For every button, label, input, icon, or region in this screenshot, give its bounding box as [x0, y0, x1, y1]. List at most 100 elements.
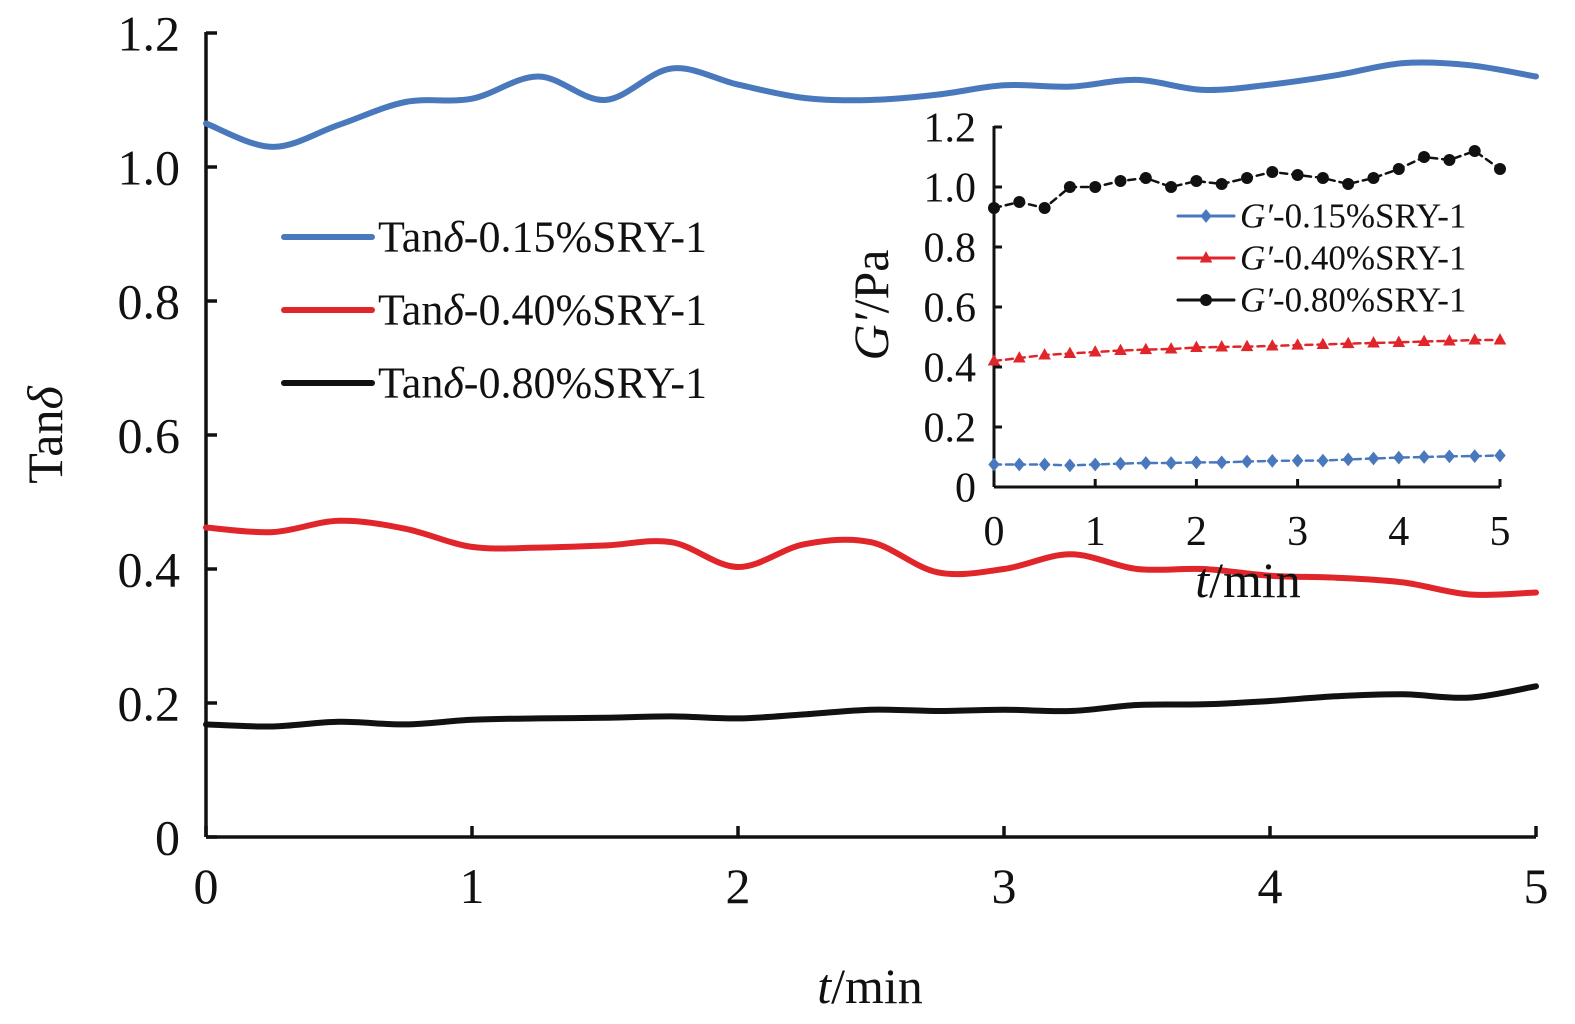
- data-point: [1367, 172, 1380, 184]
- data-point: [1341, 336, 1355, 349]
- data-point: [1443, 154, 1456, 166]
- data-point: [1241, 172, 1253, 184]
- data-point: [1392, 163, 1405, 175]
- data-point: [1038, 457, 1051, 472]
- data-point: [1317, 453, 1329, 468]
- x-tick-label: 1: [460, 858, 485, 914]
- series-line: [203, 59, 1539, 150]
- data-point: [1494, 448, 1506, 463]
- data-point: [1342, 178, 1355, 190]
- data-point: [1266, 166, 1279, 178]
- data-point: [1013, 457, 1025, 472]
- y-tick-label: 0: [155, 810, 180, 866]
- data-point: [1216, 455, 1228, 470]
- series-1: [988, 448, 1506, 473]
- x-tick-label: 4: [1388, 509, 1409, 555]
- data-point: [1493, 333, 1507, 345]
- data-point: [1468, 145, 1481, 157]
- x-tick-label: 2: [1186, 509, 1207, 555]
- data-point: [1013, 351, 1026, 363]
- legend-item: Tanδ-0.80%SRY-1: [281, 359, 707, 408]
- y-tick-label: 0: [955, 466, 976, 512]
- data-point: [1291, 338, 1304, 350]
- legend-item: Tanδ-0.40%SRY-1: [281, 286, 707, 335]
- x-tick-label: 5: [1524, 858, 1549, 914]
- y-tick-label: 1.2: [118, 6, 181, 62]
- data-point: [1418, 151, 1431, 163]
- data-point: [1443, 449, 1456, 464]
- data-point: [1013, 196, 1026, 208]
- series-line: [203, 683, 1539, 730]
- y-tick-label: 0.4: [118, 542, 181, 598]
- data-point: [1418, 450, 1430, 464]
- x-tick-label: 2: [726, 858, 751, 914]
- data-point: [1139, 342, 1153, 355]
- data-point: [1190, 175, 1203, 187]
- y-tick-label: 0.2: [924, 406, 977, 452]
- data-point: [1241, 454, 1253, 469]
- data-point: [988, 202, 1000, 214]
- series-3: [203, 683, 1539, 730]
- data-point: [1240, 339, 1254, 352]
- data-point: [1190, 455, 1203, 470]
- data-point: [1367, 451, 1380, 466]
- data-point: [1469, 449, 1481, 463]
- y-axis-title: Tanδ: [17, 386, 73, 484]
- x-tick-label: 3: [1287, 509, 1308, 555]
- data-point: [1215, 340, 1228, 352]
- legend-item: Tanδ-0.15%SRY-1: [281, 213, 707, 262]
- series-2: [987, 333, 1507, 366]
- data-point: [1342, 452, 1354, 467]
- y-tick-label: 0.6: [924, 286, 977, 332]
- y-tick-label: 0.4: [924, 346, 977, 392]
- y-tick-label: 1.0: [924, 166, 977, 212]
- main-chart: 0 1 2 3 4 5 0 0.2 0.4 0.6 0.8 1.0 1.2 t/min Tanδ Tanδ-0…: [17, 6, 1549, 1015]
- data-point: [987, 354, 1001, 366]
- legend-label: Tanδ-0.80%SRY-1: [378, 359, 707, 408]
- series-2: [203, 517, 1539, 598]
- data-point: [1266, 339, 1279, 351]
- data-point: [1114, 456, 1127, 471]
- x-tick-label: 1: [1085, 509, 1106, 555]
- data-point: [1088, 345, 1102, 357]
- data-point: [1494, 163, 1506, 175]
- series-1: [203, 59, 1539, 150]
- legend: Tanδ-0.15%SRY-1 Tanδ-0.40%SRY-1 Tanδ-0.80%…: [281, 213, 707, 408]
- y-tick-label: 1.0: [118, 140, 181, 196]
- x-tick-label: 4: [1258, 858, 1283, 914]
- data-point: [1316, 172, 1329, 184]
- data-point: [1199, 251, 1213, 263]
- data-point: [1064, 458, 1076, 473]
- data-point: [1114, 343, 1127, 356]
- data-point: [1165, 181, 1178, 193]
- data-point: [1063, 346, 1077, 359]
- x-tick-label: 3: [992, 858, 1017, 914]
- data-point: [1089, 181, 1102, 193]
- data-point: [1316, 337, 1330, 350]
- data-point: [1266, 454, 1278, 468]
- data-point: [1417, 334, 1431, 347]
- data-point: [1215, 178, 1228, 190]
- data-point: [1038, 348, 1051, 360]
- x-tick-label: 0: [194, 858, 219, 914]
- data-point: [1190, 340, 1203, 353]
- x-tick-label: 0: [984, 509, 1005, 555]
- legend-item: G′-0.40%SRY-1: [1176, 239, 1466, 278]
- data-point: [1089, 457, 1101, 472]
- y-tick-label: 0.2: [118, 676, 181, 732]
- legend-item: G′-0.15%SRY-1: [1176, 197, 1466, 236]
- legend-label: Tanδ-0.15%SRY-1: [378, 213, 707, 262]
- data-point: [1393, 450, 1405, 465]
- inset-chart: 0 1 2 3 4 5 0 0.2 0.4 0.6 0.8 1.0 1.2 t/min G′/Pa G′-0.…: [843, 106, 1511, 608]
- legend-label: G′-0.40%SRY-1: [1240, 239, 1466, 278]
- x-axis-title: t/min: [1195, 552, 1301, 608]
- data-point: [1392, 335, 1406, 347]
- x-axis-title: t/min: [817, 958, 923, 1014]
- data-point: [1367, 336, 1380, 348]
- y-tick-label: 0.8: [118, 274, 181, 330]
- legend-label: G′-0.15%SRY-1: [1240, 197, 1466, 236]
- data-point: [988, 457, 1000, 472]
- series-line: [203, 517, 1539, 598]
- data-point: [1291, 453, 1304, 468]
